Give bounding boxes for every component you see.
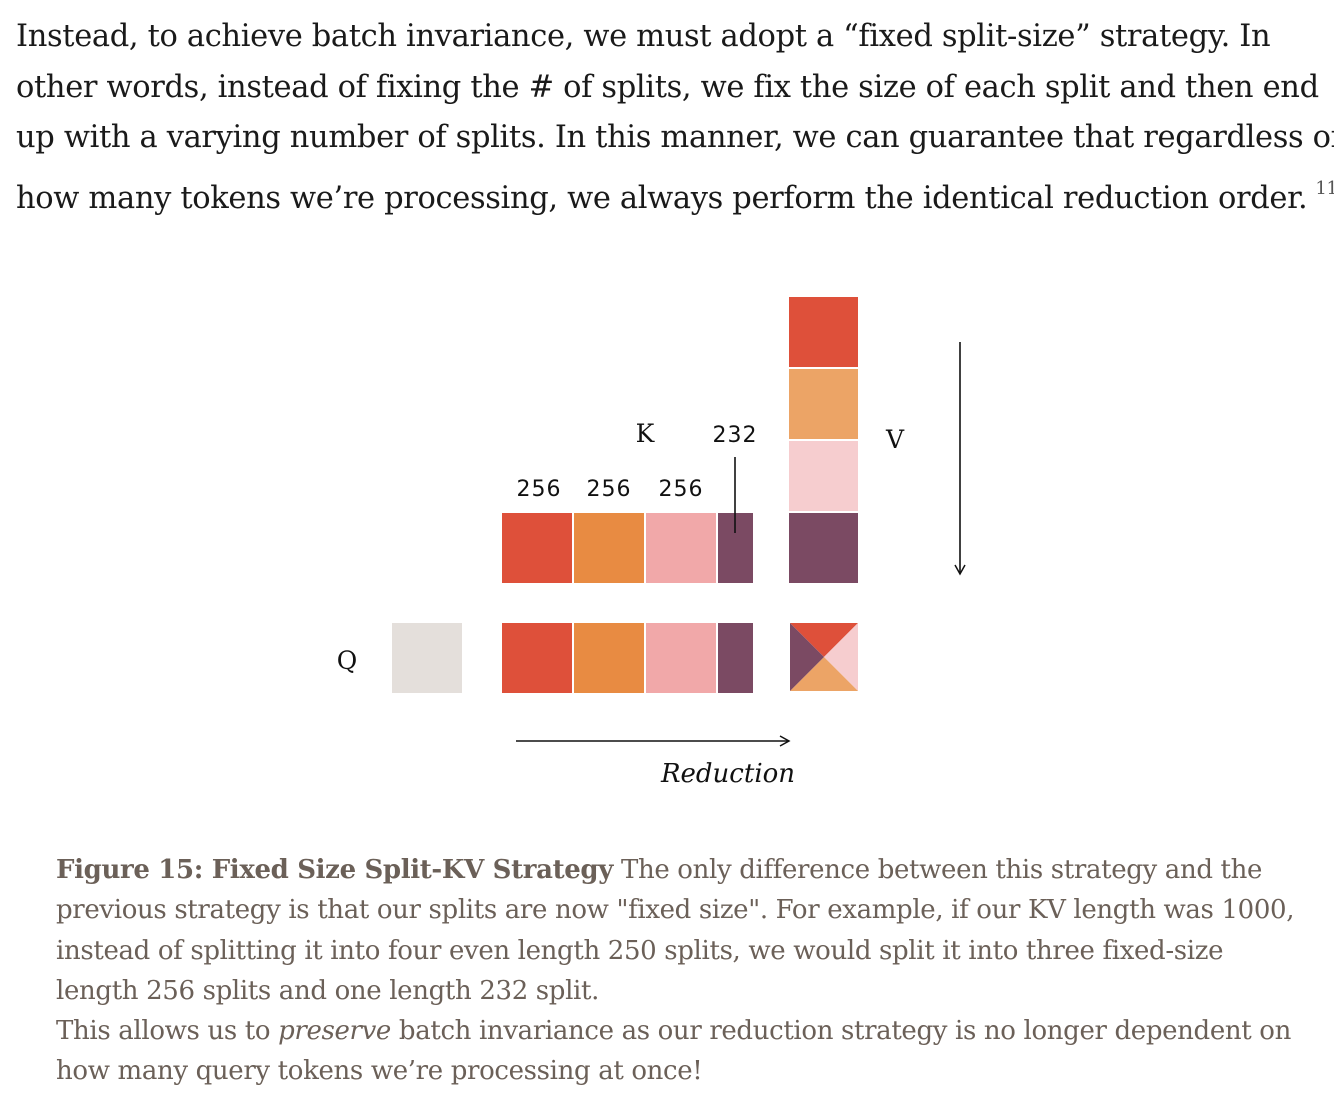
q-label: Q [337, 646, 358, 675]
paragraph-line: up with a varying number of splits. In t… [16, 120, 1334, 155]
caption-text: The only difference between this strateg… [613, 855, 1263, 885]
v-label: V [885, 425, 905, 454]
footnote-marker[interactable]: 11 [1315, 177, 1334, 199]
k-split-block-2 [574, 513, 644, 583]
paragraph-line-last: how many tokens we’re processing, we alw… [16, 164, 1334, 225]
caption-line: previous strategy is that our splits are… [56, 895, 1295, 926]
v-split-block-2 [789, 369, 858, 439]
v-split-block-1 [789, 297, 858, 367]
q-block [392, 623, 462, 693]
figure-caption: Figure 15: Fixed Size Split-KV Strategy … [56, 850, 1306, 1092]
reduction-label: Reduction [660, 759, 795, 789]
paragraph-line: how many tokens we’re processing, we alw… [16, 180, 1308, 216]
k-label: K [636, 419, 656, 448]
body-paragraph: Instead, to achieve batch invariance, we… [16, 12, 1334, 225]
reduction-split-block-4 [718, 623, 753, 693]
caption-line: how many query tokens we’re processing a… [56, 1056, 703, 1087]
paragraph-line: Instead, to achieve batch invariance, we… [16, 19, 1271, 54]
k-split-block-1 [502, 513, 572, 583]
caption-line: Figure 15: Fixed Size Split-KV Strategy … [56, 850, 1306, 890]
k-split-block-3 [646, 513, 716, 583]
caption-line: instead of splitting it into four even l… [56, 935, 1224, 966]
caption-line: This allows us to preserve batch invaria… [56, 1011, 1306, 1051]
caption-emphasis: preserve [278, 1016, 391, 1047]
caption-line: length 256 splits and one length 232 spl… [56, 975, 600, 1006]
reduction-split-block-3 [646, 623, 716, 693]
split-size-label: 256 [517, 477, 562, 502]
caption-title: Figure 15: Fixed Size Split-KV Strategy [56, 855, 614, 885]
split-size-label: 256 [587, 477, 632, 502]
v-split-block-4 [789, 513, 858, 583]
caption-text: This allows us to [56, 1016, 279, 1047]
reduction-split-block-1 [502, 623, 572, 693]
caption-text: batch invariance as our reduction strate… [390, 1016, 1291, 1047]
output-combined-block [790, 623, 858, 691]
v-split-block-3 [789, 441, 858, 511]
split-size-label: 232 [713, 423, 758, 448]
paragraph-line: other words, instead of fixing the # of … [16, 69, 1319, 105]
reduction-split-block-2 [574, 623, 644, 693]
split-size-label: 256 [659, 477, 704, 502]
